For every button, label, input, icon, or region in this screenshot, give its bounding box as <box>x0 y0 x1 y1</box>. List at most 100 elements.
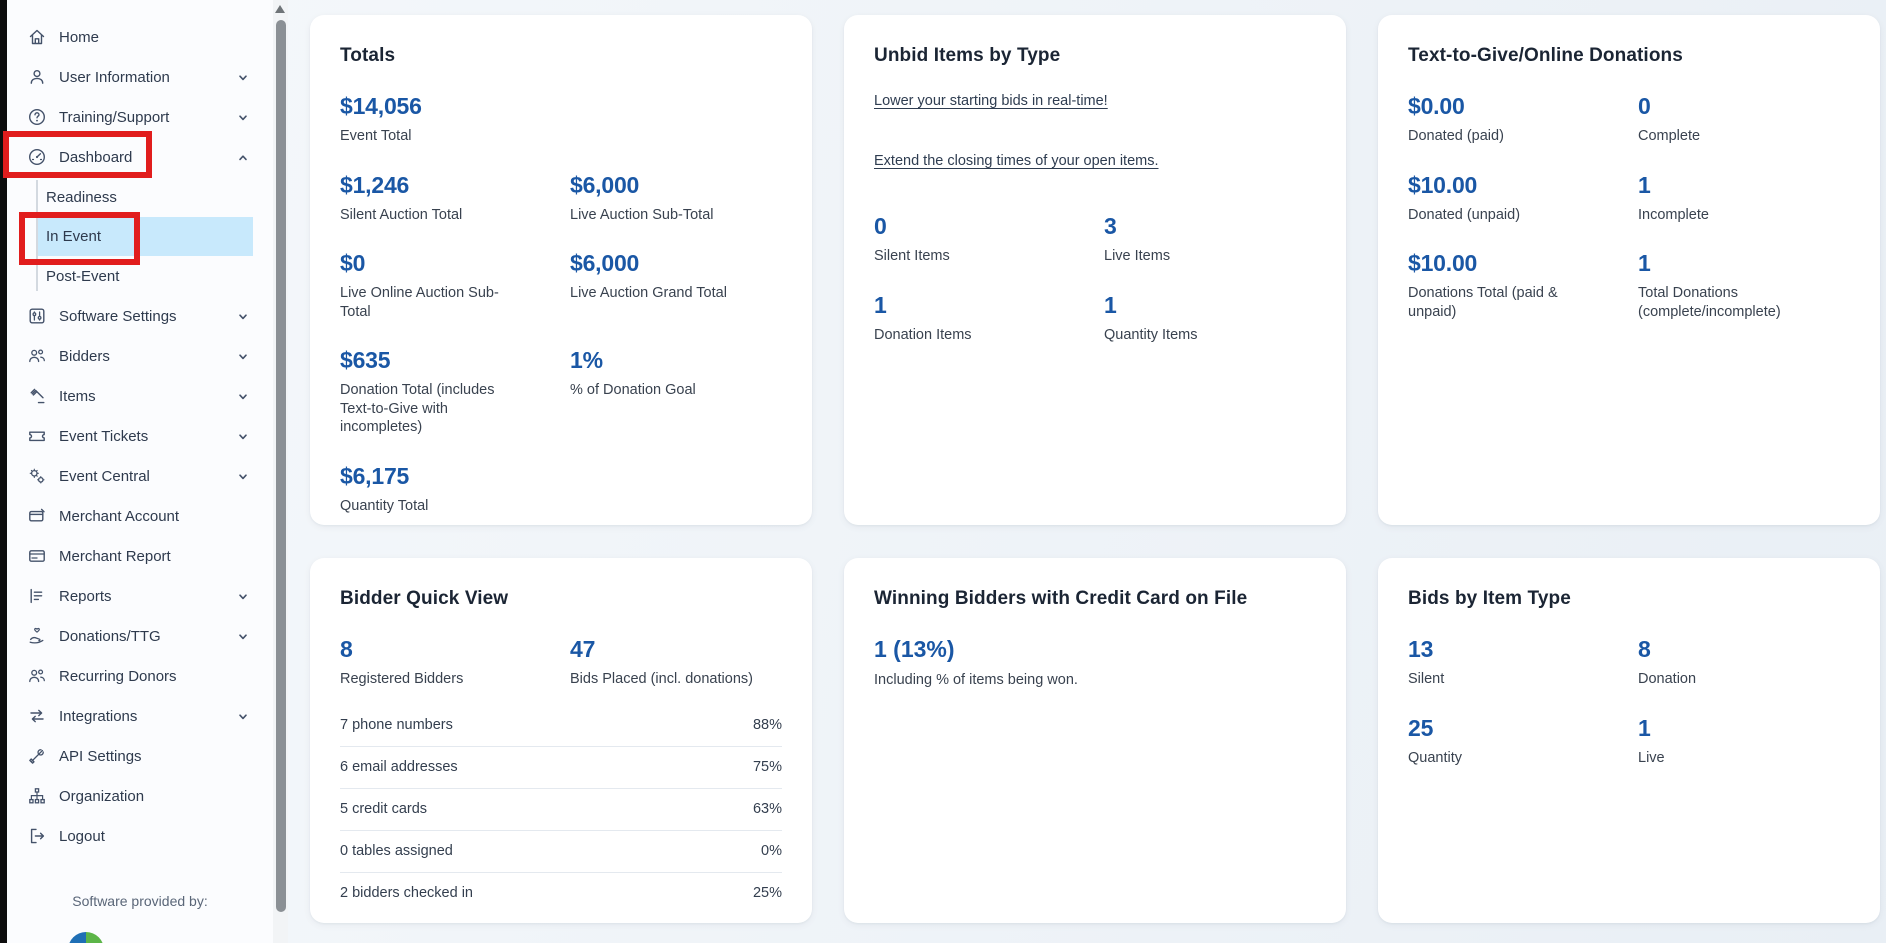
sidebar-item-donations-ttg[interactable]: Donations/TTG <box>7 616 273 656</box>
window-edge-strip <box>0 0 7 943</box>
provider-logo <box>68 932 104 943</box>
sidebar-item-label: Logout <box>59 827 105 845</box>
sidebar-item-label: User Information <box>59 68 170 86</box>
unbid-stats: 0 Silent Items 3 Live Items 1 Donation I… <box>874 213 1316 344</box>
stat-live-bids: 1 Live <box>1638 714 1665 766</box>
chevron-down-icon <box>235 109 251 125</box>
stat-donation-items: 1 Donation Items <box>874 291 972 343</box>
stat-quantity-total: $6,175 Quantity Total <box>340 462 429 514</box>
row-label: 6 email addresses <box>340 758 458 775</box>
row-percent: 88% <box>752 716 782 733</box>
stat-live-online-auction-subtotal: $0 Live Online Auction Sub-Total <box>340 250 499 320</box>
sidebar-item-label: API Settings <box>59 747 142 765</box>
scrollbar-thumb[interactable] <box>275 20 286 912</box>
lower-starting-bids-link[interactable]: Lower your starting bids in real-time! <box>874 93 1108 109</box>
card-bidder-quick-view: Bidder Quick View 8 Registered Bidders 4… <box>310 558 812 923</box>
stat-donated-unpaid: $10.00 Donated (unpaid) <box>1408 171 1521 223</box>
stat-silent-items: 0 Silent Items <box>874 213 950 264</box>
people-icon <box>27 346 47 366</box>
vertical-scrollbar[interactable] <box>273 0 288 943</box>
table-row: 5 credit cards 63% <box>340 789 782 831</box>
sidebar-item-event-tickets[interactable]: Event Tickets <box>7 416 273 456</box>
winning-bidders-note: Including % of items being won. <box>874 672 1078 688</box>
card-title: Winning Bidders with Credit Card on File <box>874 588 1248 609</box>
people-icon <box>27 666 47 686</box>
stat-percent-of-donation-goal: 1% % of Donation Goal <box>570 347 696 399</box>
stat-incomplete: 1 Incomplete <box>1638 171 1709 223</box>
sidebar-item-label: Reports <box>59 587 112 605</box>
sidebar-item-training-support[interactable]: Training/Support <box>7 97 273 137</box>
row-label: 0 tables assigned <box>340 842 453 859</box>
card-title: Unbid Items by Type <box>874 45 1061 66</box>
chevron-down-icon <box>235 468 251 484</box>
card-ttg-online-donations: Text-to-Give/Online Donations $0.00 Dona… <box>1378 15 1880 525</box>
sidebar-item-bidders[interactable]: Bidders <box>7 336 273 376</box>
sidebar-item-label: Merchant Report <box>59 547 171 565</box>
sidebar-nav: Home User Information Training/Support D… <box>7 0 273 856</box>
user-icon <box>27 67 47 87</box>
card-title: Totals <box>340 45 396 66</box>
row-percent: 0% <box>761 842 782 859</box>
chevron-down-icon <box>235 588 251 604</box>
sidebar-item-organization[interactable]: Organization <box>7 776 273 816</box>
card-winning-bidders: Winning Bidders with Credit Card on File… <box>844 558 1346 923</box>
chevron-down-icon <box>235 388 251 404</box>
sidebar-item-logout[interactable]: Logout <box>7 816 273 856</box>
sidebar-item-merchant-account[interactable]: Merchant Account <box>7 496 273 536</box>
card-title: Bidder Quick View <box>340 588 509 609</box>
card-title: Text-to-Give/Online Donations <box>1408 45 1683 66</box>
ttg-stats: $0.00 Donated (paid) 0 Complete $10.00 D… <box>1408 93 1850 321</box>
stat-bids-placed: 47 Bids Placed (incl. donations) <box>570 636 753 687</box>
chevron-down-icon <box>235 308 251 324</box>
sidebar-item-items[interactable]: Items <box>7 376 273 416</box>
chevron-down-icon <box>235 428 251 444</box>
sidebar-item-reports[interactable]: Reports <box>7 576 273 616</box>
stat-registered-bidders: 8 Registered Bidders <box>340 636 464 687</box>
table-row: 6 email addresses 75% <box>340 747 782 789</box>
sidebar-item-label: Home <box>59 28 100 46</box>
stat-donation-bids: 8 Donation <box>1638 636 1697 687</box>
table-row: 7 phone numbers 88% <box>340 705 782 747</box>
chevron-down-icon <box>235 628 251 644</box>
bids-by-type-stats: 13 Silent 8 Donation 25 Quantity 1 Live <box>1408 636 1850 767</box>
sliders-icon <box>27 306 47 326</box>
sidebar-item-user-information[interactable]: User Information <box>7 57 273 97</box>
sidebar-item-merchant-report[interactable]: Merchant Report <box>7 536 273 576</box>
bidder-stats: 8 Registered Bidders 47 Bids Placed (inc… <box>340 636 782 689</box>
logout-icon <box>27 826 47 846</box>
stat-event-total: $14,056 Event Total <box>340 93 422 144</box>
sidebar-item-label: Readiness <box>46 188 117 206</box>
gears-icon <box>27 466 47 486</box>
scrollbar-up-arrow[interactable] <box>275 5 285 13</box>
sidebar-item-dashboard[interactable]: Dashboard <box>7 137 273 177</box>
sidebar-item-label: Organization <box>59 787 145 805</box>
sidebar-item-post-event[interactable]: Post-Event <box>38 256 253 296</box>
stat-donated-paid: $0.00 Donated (paid) <box>1408 93 1504 144</box>
sidebar-item-label: Event Central <box>59 467 150 485</box>
sidebar-item-in-event[interactable]: In Event <box>38 217 253 256</box>
sidebar-item-event-central[interactable]: Event Central <box>7 456 273 496</box>
sidebar-item-label: Items <box>59 387 96 405</box>
stat-silent-bids: 13 Silent <box>1408 636 1445 687</box>
card-unbid-items: Unbid Items by Type Lower your starting … <box>844 15 1346 525</box>
sidebar-item-label: Recurring Donors <box>59 667 177 685</box>
sidebar-item-readiness[interactable]: Readiness <box>38 177 253 217</box>
row-label: 2 bidders checked in <box>340 884 473 901</box>
stat-total-donations: 1 Total Donations (complete/incomplete) <box>1638 250 1781 320</box>
sidebar-item-software-settings[interactable]: Software Settings <box>7 296 273 336</box>
sidebar-item-api-settings[interactable]: API Settings <box>7 736 273 776</box>
hand-heart-icon <box>27 626 47 646</box>
stat-donations-total: $10.00 Donations Total (paid & unpaid) <box>1408 250 1558 320</box>
dashboard-main: Totals $14,056 Event Total $1,246 Silent… <box>288 0 1886 943</box>
sidebar-item-recurring-donors[interactable]: Recurring Donors <box>7 656 273 696</box>
gauge-icon <box>27 147 47 167</box>
stat-live-items: 3 Live Items <box>1104 213 1171 264</box>
software-provided-by-label: Software provided by: <box>72 893 208 909</box>
sidebar-item-label: Merchant Account <box>59 507 180 525</box>
tools-icon <box>27 746 47 766</box>
sidebar-item-integrations[interactable]: Integrations <box>7 696 273 736</box>
sidebar-item-label: Integrations <box>59 707 138 725</box>
card-row-bottom: Bidder Quick View 8 Registered Bidders 4… <box>310 558 1886 923</box>
sidebar-item-home[interactable]: Home <box>7 17 273 57</box>
extend-closing-times-link[interactable]: Extend the closing times of your open it… <box>874 153 1159 169</box>
